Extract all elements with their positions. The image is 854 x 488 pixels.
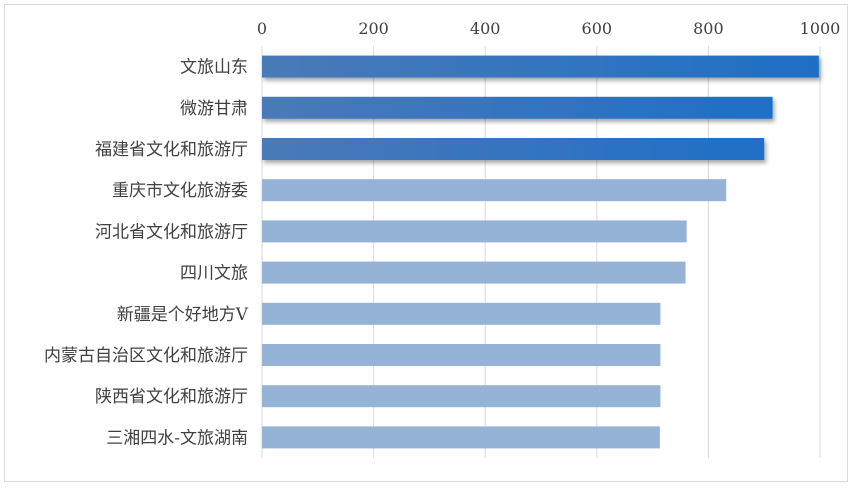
category-label: 微游甘肃	[180, 99, 248, 119]
bar-4	[262, 179, 727, 202]
bar-9	[262, 385, 661, 408]
bar-8	[262, 344, 661, 366]
category-label: 福建省文化和旅游厅	[95, 140, 248, 160]
category-label: 河北省文化和旅游厅	[95, 222, 248, 242]
category-label: 新疆是个好地方V	[117, 305, 249, 325]
bars	[262, 55, 819, 449]
x-tick-label: 1000	[800, 19, 841, 38]
x-tick-label: 800	[693, 19, 724, 38]
category-label: 陕西省文化和旅游厅	[95, 387, 248, 407]
x-tick-label: 600	[582, 19, 613, 38]
category-label: 内蒙古自治区文化和旅游厅	[44, 346, 248, 366]
category-label: 文旅山东	[180, 58, 248, 78]
x-tick-label: 200	[358, 19, 389, 38]
category-label: 重庆市文化旅游委	[112, 181, 248, 201]
bar-1	[262, 55, 819, 78]
category-labels: 文旅山东微游甘肃福建省文化和旅游厅重庆市文化旅游委河北省文化和旅游厅四川文旅新疆…	[44, 58, 249, 449]
bar-3	[262, 138, 765, 160]
category-label: 三湘四水-文旅湖南	[106, 428, 248, 448]
bar-7	[262, 302, 661, 325]
x-axis-ticks: 0 200 400 600 800 1000	[257, 19, 840, 38]
bar-10	[262, 426, 660, 449]
category-label: 四川文旅	[180, 264, 248, 284]
bar-2	[262, 96, 773, 119]
bar-6	[262, 261, 686, 284]
x-tick-label: 400	[470, 19, 501, 38]
bar-5	[262, 220, 687, 243]
x-tick-label: 0	[257, 19, 267, 38]
